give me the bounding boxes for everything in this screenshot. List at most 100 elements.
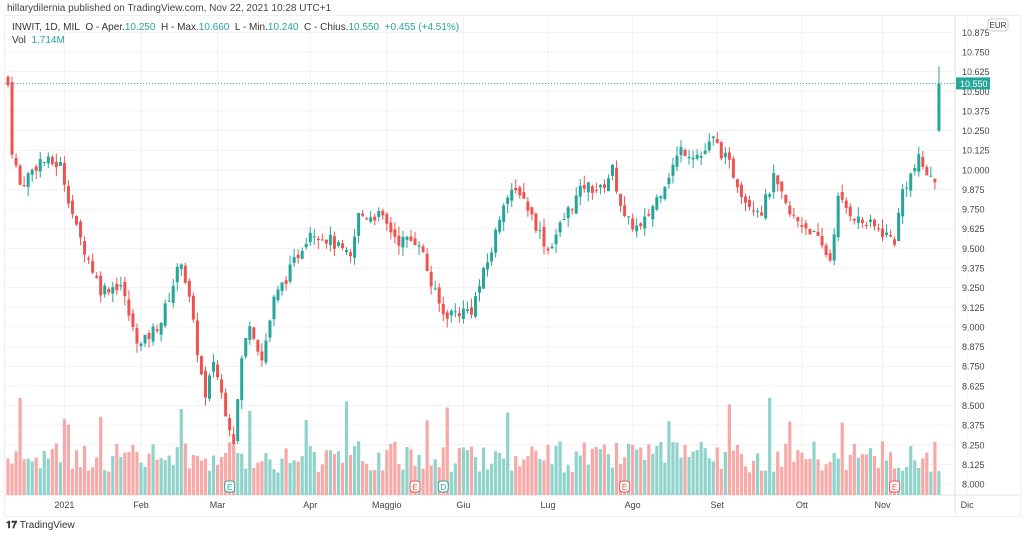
volume-bar bbox=[38, 468, 42, 495]
volume-bar bbox=[651, 453, 655, 495]
volume-bar bbox=[46, 458, 50, 495]
y-tick-label: 10.875 bbox=[962, 28, 990, 38]
candle-body bbox=[913, 167, 917, 172]
y-tick-label: 8.500 bbox=[962, 401, 985, 411]
y-tick-label: 9.125 bbox=[962, 303, 985, 313]
y-tick-label: 9.875 bbox=[962, 185, 985, 195]
volume-bar bbox=[441, 447, 445, 495]
symbol-label[interactable]: INWIT, 1D, MIL bbox=[12, 22, 80, 33]
candle-body bbox=[54, 161, 58, 168]
candle-body bbox=[369, 217, 373, 222]
volume-bar bbox=[228, 442, 232, 495]
candle-body bbox=[66, 185, 70, 204]
volume-bar bbox=[699, 442, 703, 495]
candle-body bbox=[413, 238, 417, 246]
candle-body bbox=[232, 434, 236, 445]
candle-body bbox=[699, 155, 703, 158]
candle-body bbox=[449, 310, 453, 316]
volume-bar bbox=[647, 444, 651, 495]
volume-bar bbox=[695, 450, 699, 495]
candle-body bbox=[562, 219, 566, 221]
candle-body bbox=[26, 173, 30, 187]
volume-bar bbox=[663, 462, 667, 495]
candle-body bbox=[260, 351, 264, 361]
candle-body bbox=[224, 392, 228, 417]
volume-bar bbox=[143, 466, 147, 495]
candle-body bbox=[83, 241, 87, 255]
volume-bar bbox=[50, 449, 54, 495]
volume-bar bbox=[425, 420, 429, 495]
y-tick-label: 10.125 bbox=[962, 146, 990, 156]
candle-body bbox=[586, 182, 590, 193]
candle-body bbox=[292, 257, 296, 264]
y-tick-label: 10.000 bbox=[962, 165, 990, 175]
candle-body bbox=[328, 234, 332, 245]
candle-body bbox=[788, 205, 792, 215]
volume-bar bbox=[369, 470, 373, 495]
volume-bar bbox=[417, 455, 421, 495]
volume-bar bbox=[219, 457, 224, 495]
currency-label: EUR bbox=[990, 21, 1007, 30]
candle-body bbox=[119, 285, 123, 287]
candle-body bbox=[836, 195, 840, 238]
volume-bar bbox=[707, 458, 711, 495]
event-marker-label: E bbox=[227, 483, 232, 492]
volume-bar bbox=[252, 467, 256, 495]
candle-body bbox=[409, 236, 413, 241]
candle-body bbox=[848, 206, 852, 217]
candle-body bbox=[469, 307, 473, 315]
candle-body bbox=[220, 379, 224, 393]
volume-bar bbox=[304, 419, 308, 495]
candle-body bbox=[46, 156, 50, 164]
volume-bar bbox=[78, 467, 83, 495]
candle-body bbox=[852, 218, 856, 221]
candle-body bbox=[937, 83, 941, 131]
candle-body bbox=[417, 245, 421, 247]
candle-body bbox=[316, 238, 320, 240]
candle-body bbox=[578, 185, 582, 197]
candle-body bbox=[465, 309, 469, 312]
volume-bar bbox=[377, 452, 381, 495]
volume-bar bbox=[755, 453, 760, 495]
x-tick-label: Set bbox=[711, 500, 725, 510]
candle-body bbox=[897, 212, 901, 241]
close-value: 10.550 bbox=[348, 22, 380, 33]
candle-body bbox=[365, 218, 369, 220]
volume-bar bbox=[913, 460, 917, 495]
volume-bar bbox=[344, 401, 349, 495]
volume-bar bbox=[675, 442, 679, 495]
event-marker-icon bbox=[437, 480, 449, 493]
volume-bar bbox=[864, 454, 868, 495]
volume-bar bbox=[747, 472, 752, 495]
event-marker-label: E bbox=[412, 483, 417, 492]
volume-bar bbox=[191, 454, 195, 495]
volume-bar bbox=[99, 416, 103, 495]
volume-bar bbox=[320, 464, 324, 495]
volume-bar bbox=[433, 459, 437, 495]
candle-body bbox=[635, 225, 639, 232]
y-tick-label: 8.000 bbox=[962, 480, 985, 490]
candle-body bbox=[441, 304, 445, 315]
volume-bar bbox=[115, 443, 119, 495]
candle-body bbox=[832, 234, 836, 261]
tradingview-brand[interactable]: 𝟏𝟕 TradingView bbox=[6, 520, 75, 531]
candle-body bbox=[796, 217, 800, 222]
candle-body bbox=[473, 296, 477, 317]
volume-bar bbox=[848, 454, 852, 495]
candle-body bbox=[719, 142, 723, 159]
candle-body bbox=[715, 139, 719, 144]
candle-body bbox=[816, 231, 820, 237]
candle-body bbox=[38, 159, 42, 172]
candle-body bbox=[240, 358, 244, 401]
volume-bar bbox=[735, 445, 740, 495]
volume-bar bbox=[558, 441, 562, 495]
candle-body bbox=[893, 239, 897, 245]
x-tick-label: Giu bbox=[456, 500, 470, 510]
candle-body bbox=[482, 267, 486, 289]
volume-bar bbox=[719, 468, 723, 495]
candle-body bbox=[199, 356, 203, 375]
candle-body bbox=[566, 207, 570, 218]
candle-body bbox=[824, 245, 828, 255]
volume-bar bbox=[820, 470, 824, 495]
